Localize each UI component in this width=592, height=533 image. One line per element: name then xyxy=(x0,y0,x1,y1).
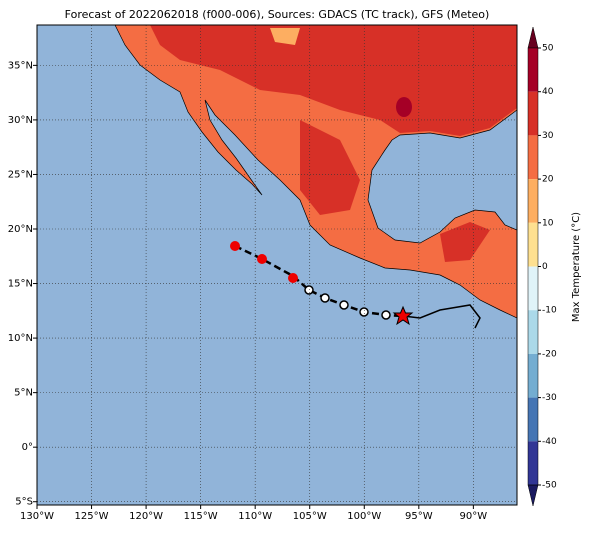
colorbar-tick-label: 20 xyxy=(542,175,554,185)
x-tick-label: 115°W xyxy=(184,511,218,522)
hot-region xyxy=(150,25,517,136)
colorbar-tick-label: 50 xyxy=(542,44,554,54)
x-tick-label: 130°W xyxy=(20,511,54,522)
grid xyxy=(36,25,517,505)
hot-region xyxy=(300,120,360,215)
x-tick-label: 95°W xyxy=(405,511,433,522)
map-frame xyxy=(36,24,518,506)
y-tick-label: 25°N xyxy=(8,169,33,180)
warm-region xyxy=(270,28,300,45)
current-position xyxy=(392,305,414,326)
hot-spot xyxy=(396,97,412,117)
storm-icons xyxy=(304,285,391,320)
x-tick-label: 105°W xyxy=(293,511,327,522)
colorbar-tick-label: 30 xyxy=(542,131,554,141)
y-tick-label: 15°N xyxy=(8,279,33,290)
storm-icons-red xyxy=(230,241,298,283)
y-tick-label: 5°S xyxy=(15,497,33,508)
hot-region xyxy=(440,222,490,262)
x-tick-label: 120°W xyxy=(129,511,163,522)
map-area xyxy=(37,25,517,505)
map-title: Forecast of 2022062018 (f000-006), Sourc… xyxy=(65,8,490,21)
colorbar-tick-label: -50 xyxy=(542,481,557,491)
colorbar-tick-label: 0 xyxy=(542,262,548,272)
y-tick-label: 0° xyxy=(22,442,33,453)
x-tick-label: 100°W xyxy=(347,511,381,522)
track-future xyxy=(402,304,481,329)
colorbar xyxy=(527,26,539,507)
y-tick-label: 10°N xyxy=(8,333,33,344)
colorbar-tick-label: 40 xyxy=(542,87,554,97)
colorbar-tick-label: -40 xyxy=(542,437,557,447)
x-tick-label: 90°W xyxy=(460,511,488,522)
y-tick-label: 35°N xyxy=(8,60,33,71)
colorbar-tick-label: -30 xyxy=(542,393,557,403)
x-tick-label: 110°W xyxy=(238,511,272,522)
y-tick-label: 5°N xyxy=(14,388,33,399)
colorbar-tick-label: 10 xyxy=(542,218,554,228)
colorbar-label: Max Temperature (°C) xyxy=(571,212,582,322)
y-tick-label: 30°N xyxy=(8,115,33,126)
x-tick-label: 125°W xyxy=(75,511,109,522)
y-tick-label: 20°N xyxy=(8,224,33,235)
colorbar-tick-label: -10 xyxy=(542,306,557,316)
colorbar-tick-label: -20 xyxy=(542,349,557,359)
